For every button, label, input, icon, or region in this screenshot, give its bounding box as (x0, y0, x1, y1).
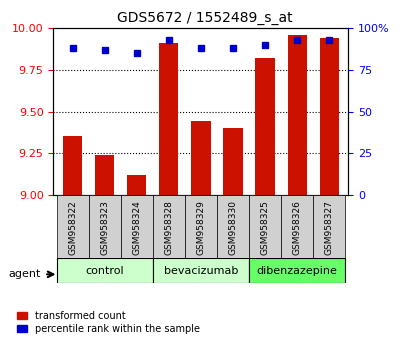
Text: GSM958328: GSM958328 (164, 200, 173, 255)
Text: control: control (85, 266, 124, 276)
Text: agent: agent (8, 269, 40, 279)
Text: GSM958324: GSM958324 (132, 200, 141, 255)
FancyBboxPatch shape (184, 195, 216, 258)
Text: GSM958330: GSM958330 (228, 200, 237, 255)
FancyBboxPatch shape (281, 195, 312, 258)
FancyBboxPatch shape (153, 195, 184, 258)
Legend: transformed count, percentile rank within the sample: transformed count, percentile rank withi… (17, 311, 199, 333)
Text: GSM958322: GSM958322 (68, 200, 77, 255)
Text: GSM958329: GSM958329 (196, 200, 205, 255)
FancyBboxPatch shape (88, 195, 120, 258)
FancyBboxPatch shape (120, 195, 153, 258)
FancyBboxPatch shape (248, 258, 344, 283)
FancyBboxPatch shape (56, 195, 88, 258)
Bar (223, 128, 242, 195)
FancyBboxPatch shape (56, 258, 153, 283)
Text: GSM958323: GSM958323 (100, 200, 109, 255)
Bar (63, 137, 82, 195)
Bar (191, 121, 210, 195)
Text: dibenzazepine: dibenzazepine (256, 266, 337, 276)
Text: bevacizumab: bevacizumab (163, 266, 238, 276)
Bar (127, 175, 146, 195)
Bar (287, 35, 306, 195)
Bar (159, 43, 178, 195)
Bar (95, 155, 114, 195)
Text: GSM958326: GSM958326 (292, 200, 301, 255)
FancyBboxPatch shape (153, 258, 248, 283)
Text: GSM958327: GSM958327 (324, 200, 333, 255)
FancyBboxPatch shape (216, 195, 248, 258)
Text: GSM958325: GSM958325 (260, 200, 269, 255)
FancyBboxPatch shape (312, 195, 344, 258)
Bar (255, 58, 274, 195)
Bar (319, 38, 338, 195)
FancyBboxPatch shape (248, 195, 281, 258)
Text: GDS5672 / 1552489_s_at: GDS5672 / 1552489_s_at (117, 11, 292, 25)
